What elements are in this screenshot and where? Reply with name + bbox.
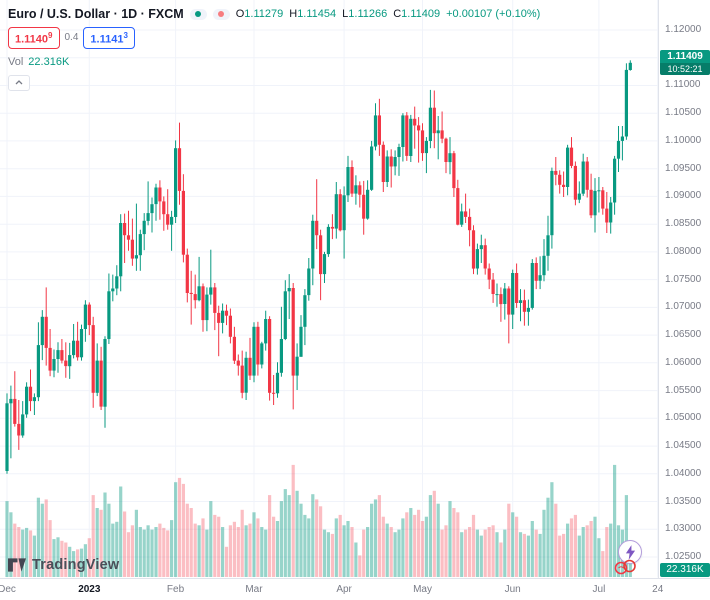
price-axis-label: 1.04000 [665,467,702,479]
open-readout: O1.11279 [235,8,284,20]
legend-collapse-button[interactable] [8,74,30,91]
last-price-badge: 1.11409 10:52:21 [660,49,710,75]
time-axis-label: Feb [166,584,185,595]
price-axis-label: 1.06000 [665,356,702,368]
market-status-icon[interactable] [189,8,207,20]
price-axis-label: 1.07500 [665,273,702,285]
volume-badge: 22.316K [660,563,710,577]
countdown-timer: 10:52:21 [660,62,710,75]
price-axis-label: 1.09500 [665,162,702,174]
price-axis-label: 1.11000 [665,79,701,91]
price-axis-label: 1.05000 [665,412,702,424]
chart-legend: Euro / U.S. Dollar · 1D · FXCM O1.11279 … [8,7,540,91]
time-axis-label: May [413,584,432,595]
candles-layer [5,60,632,474]
time-axis[interactable]: Dec 2023 Feb Mar Apr May Jun Jul 24 [0,578,710,600]
last-price-value: 1.11409 [667,50,703,62]
price-axis-label: 1.12000 [665,24,702,35]
price-axis-label: 1.03500 [665,495,702,507]
symbol-title[interactable]: Euro / U.S. Dollar · 1D · FXCM [8,7,184,21]
time-axis-label: 24 [652,584,664,595]
price-axis-label: 1.07000 [665,301,702,313]
legend-row-symbol: Euro / U.S. Dollar · 1D · FXCM O1.11279 … [8,7,540,21]
price-axis-label: 1.10500 [665,107,702,119]
volume-label: Vol [8,55,24,68]
volume-readout: Vol 22.316K [8,56,540,68]
sell-button[interactable]: 1.11409 [8,27,60,49]
price-axis-label: 1.03000 [665,523,702,535]
price-axis-label: 1.02500 [665,551,702,562]
change-readout: +0.00107 (+0.10%) [446,8,541,20]
volume-layer [5,464,632,577]
price-axis-label: 1.08500 [665,218,702,230]
time-axis-label: 2023 [78,584,101,595]
tradingview-logo-text: TradingView [32,557,120,573]
time-axis-label: Dec [0,584,16,595]
price-axis-label: 1.10000 [665,134,702,146]
ohlc-readout: O1.11279 H1.11454 L1.11266 C1.11409 +0.0… [236,8,541,20]
time-axis-label: Jun [504,584,521,595]
notifications-status-icon[interactable] [212,8,230,20]
close-readout: C1.11409 [393,8,441,20]
time-axis-label: Mar [245,584,263,595]
price-axis[interactable]: 1.11409 10:52:21 22.316K 1.120001.115001… [658,0,710,578]
lightning-icon [625,544,635,560]
buy-button[interactable]: 1.11413 [83,27,135,49]
price-axis-label: 1.04500 [665,440,702,452]
low-readout: L1.11266 [342,8,388,20]
stickers-button[interactable] [613,555,637,579]
high-readout: H1.11454 [289,8,337,20]
stickers-icon [614,559,636,575]
tradingview-logo-icon [8,558,26,572]
spread-value: 0.4 [64,32,79,44]
tradingview-logo[interactable]: TradingView [8,557,119,573]
pink-dot-icon [218,11,225,17]
buy-sell-widget: 1.11409 0.4 1.11413 [8,27,540,49]
price-axis-label: 1.09000 [665,190,702,202]
volume-value: 22.316K [28,55,70,68]
teal-dot-icon [195,11,202,17]
price-axis-label: 1.08000 [665,245,702,257]
time-axis-label: Jul [592,584,606,595]
price-axis-label: 1.05500 [665,384,702,396]
chevron-up-icon [15,80,23,85]
time-axis-label: Apr [336,584,352,595]
price-axis-label: 1.06500 [665,329,702,341]
